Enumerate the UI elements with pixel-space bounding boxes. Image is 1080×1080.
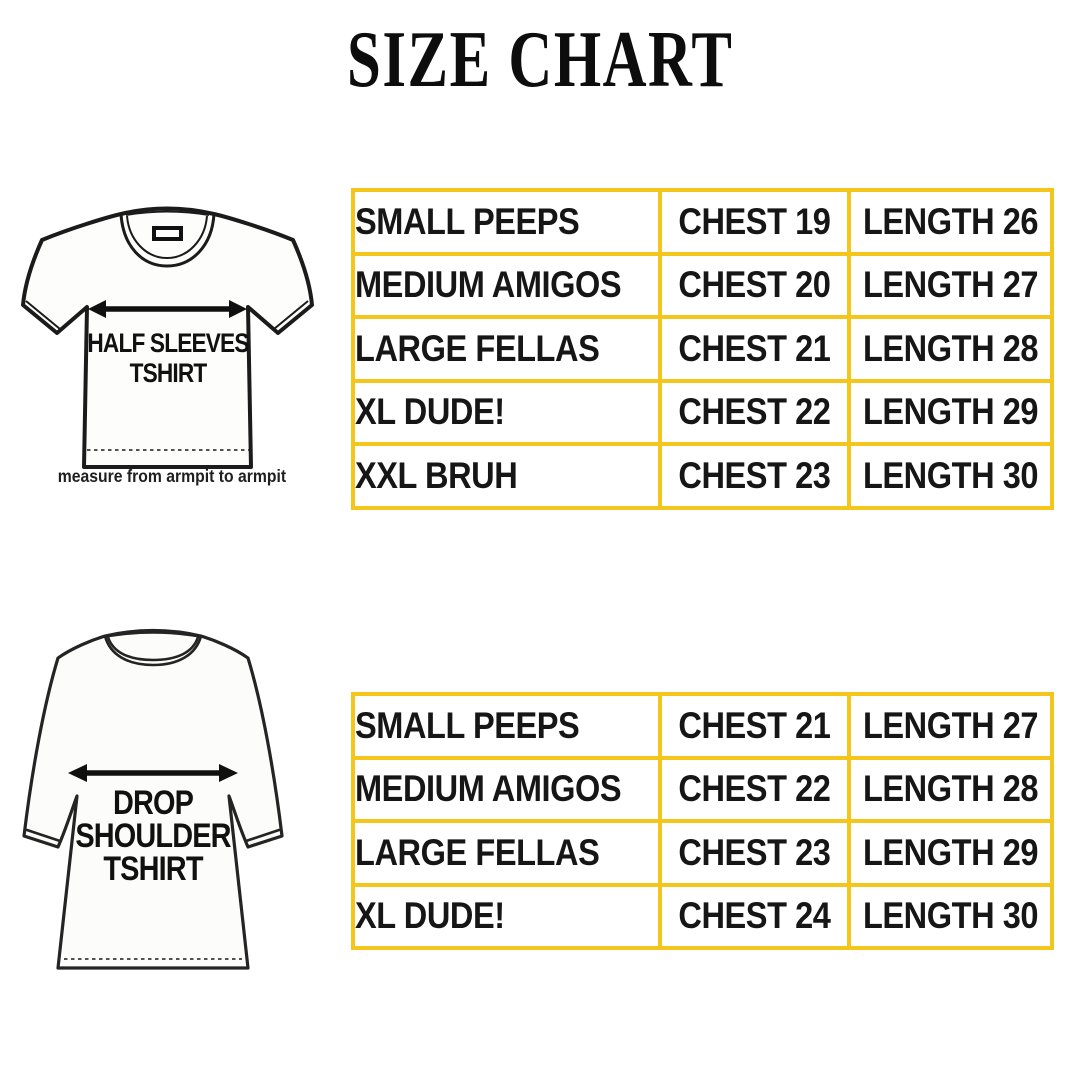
drop-shoulder-size-table: SMALL PEEPS CHEST 21 LENGTH 27 MEDIUM AM… (351, 692, 1054, 950)
half-sleeves-size-table: SMALL PEEPS CHEST 19 LENGTH 26 MEDIUM AM… (351, 188, 1054, 510)
table-row: XL DUDE! CHEST 24 LENGTH 30 (351, 882, 1054, 950)
chest-cell: CHEST 22 (657, 378, 851, 446)
size-cell: XL DUDE! (351, 882, 662, 950)
page-title: SIZE CHART (0, 20, 1080, 100)
chest-measure-arrow (88, 300, 247, 318)
table-row: XXL BRUH CHEST 23 LENGTH 30 (351, 442, 1054, 510)
length-cell: LENGTH 30 (846, 442, 1054, 510)
collar-rib-line (106, 635, 200, 662)
table-row: LARGE FELLAS CHEST 23 LENGTH 29 (351, 819, 1054, 887)
tshirt-silhouette (22, 628, 284, 970)
shirt-name-line: SHOULDER (75, 816, 231, 855)
size-cell: XL DUDE! (351, 378, 662, 446)
length-cell: LENGTH 30 (846, 882, 1054, 950)
table-row: MEDIUM AMIGOS CHEST 22 LENGTH 28 (351, 755, 1054, 823)
chest-cell: CHEST 21 (657, 315, 851, 383)
collar-inner-line (126, 215, 208, 260)
size-cell: LARGE FELLAS (351, 819, 662, 887)
measure-caption-text: measure from armpit to armpit (57, 466, 287, 486)
size-cell: SMALL PEEPS (351, 188, 662, 256)
size-cell: SMALL PEEPS (351, 692, 662, 760)
length-cell: LENGTH 26 (846, 188, 1054, 256)
chest-cell: CHEST 19 (657, 188, 851, 256)
left-cuff-line (25, 300, 61, 330)
length-cell: LENGTH 27 (846, 251, 1054, 319)
collar-outer-line (119, 212, 216, 268)
shirt-name-line: TSHIRT (130, 358, 207, 388)
right-cuff-line (244, 828, 281, 843)
shirt-name-line: TSHIRT (103, 849, 203, 888)
shirt-name-line: HALF SLEEVES (87, 328, 248, 358)
chest-cell: CHEST 21 (657, 692, 851, 760)
chest-measure-arrow (68, 764, 238, 782)
table-row: SMALL PEEPS CHEST 21 LENGTH 27 (351, 692, 1054, 760)
neck-label (152, 226, 183, 241)
table-row: LARGE FELLAS CHEST 21 LENGTH 28 (351, 315, 1054, 383)
size-cell: LARGE FELLAS (351, 315, 662, 383)
table-row: XL DUDE! CHEST 22 LENGTH 29 (351, 378, 1054, 446)
chest-cell: CHEST 24 (657, 882, 851, 950)
length-cell: LENGTH 28 (846, 755, 1054, 823)
chest-cell: CHEST 20 (657, 251, 851, 319)
length-cell: LENGTH 29 (846, 378, 1054, 446)
drop-shoulder-tshirt-illustration: DROP SHOULDER TSHIRT (22, 628, 284, 970)
back-neck-line (125, 210, 210, 216)
size-cell: XXL BRUH (351, 442, 662, 510)
size-cell: MEDIUM AMIGOS (351, 251, 662, 319)
chest-cell: CHEST 23 (657, 819, 851, 887)
collar-outer-line (103, 634, 203, 667)
length-cell: LENGTH 27 (846, 692, 1054, 760)
half-sleeves-tshirt-illustration: HALF SLEEVES TSHIRT (21, 206, 314, 469)
left-cuff-line (25, 828, 62, 843)
chest-cell: CHEST 22 (657, 755, 851, 823)
tshirt-silhouette (21, 206, 314, 469)
measure-caption: measure from armpit to armpit (18, 466, 326, 487)
table-row: SMALL PEEPS CHEST 19 LENGTH 26 (351, 188, 1054, 256)
shirt-name-line: DROP (113, 783, 193, 822)
chest-cell: CHEST 23 (657, 442, 851, 510)
size-cell: MEDIUM AMIGOS (351, 755, 662, 823)
right-cuff-line (273, 300, 309, 330)
length-cell: LENGTH 29 (846, 819, 1054, 887)
table-row: MEDIUM AMIGOS CHEST 20 LENGTH 27 (351, 251, 1054, 319)
page-title-text: SIZE CHART (346, 16, 734, 104)
length-cell: LENGTH 28 (846, 315, 1054, 383)
back-neck-line (107, 631, 199, 638)
